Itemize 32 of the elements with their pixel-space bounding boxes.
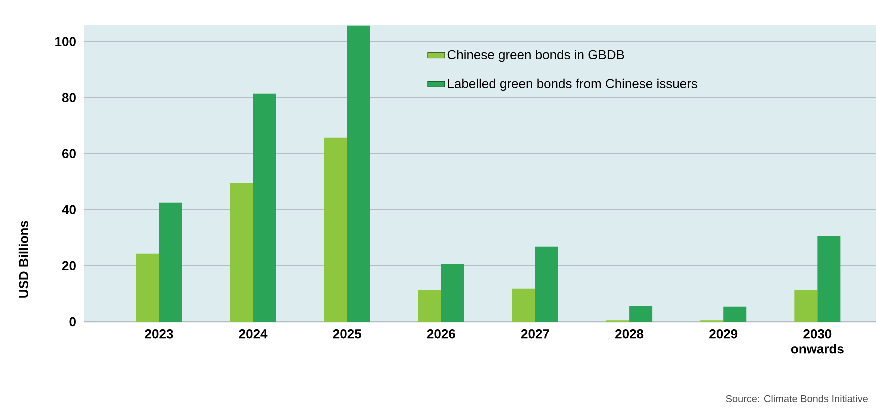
bar [794,290,818,322]
bar [253,94,276,322]
bar [512,288,536,322]
legend-label: Labelled green bonds from Chinese issuers [448,78,698,92]
bar [441,264,464,322]
x-tick-label: 2030 onwards [791,330,844,354]
bar [347,26,370,322]
y-tick-label: 40 [62,205,76,215]
x-tick-label: 2025 [333,330,362,339]
y-tick-label: 100 [56,37,76,46]
source-note: Source: Climate Bonds Initiative [726,395,868,402]
legend-label: Chinese green bonds in GBDB [448,50,624,62]
y-tick-label: 80 [62,93,76,102]
x-tick-label: 2026 [427,330,456,339]
bar [535,246,558,322]
y-tick-label: 20 [62,261,76,271]
x-tick-label: 2023 [145,330,174,339]
bar [418,290,442,322]
bar [818,236,841,322]
bar [230,183,254,322]
x-tick-label: 2024 [239,330,268,339]
bar [324,138,348,322]
x-tick-label: 2029 [710,330,738,339]
bar [159,202,182,322]
y-tick-label: 0 [70,317,76,327]
y-tick-label: 60 [62,149,76,158]
x-tick-label: 2028 [616,330,644,339]
y-axis-title: USD Billions [18,221,28,298]
bar [136,254,160,322]
bar [724,306,747,322]
bar [630,306,653,322]
x-tick-label: 2027 [521,330,550,339]
